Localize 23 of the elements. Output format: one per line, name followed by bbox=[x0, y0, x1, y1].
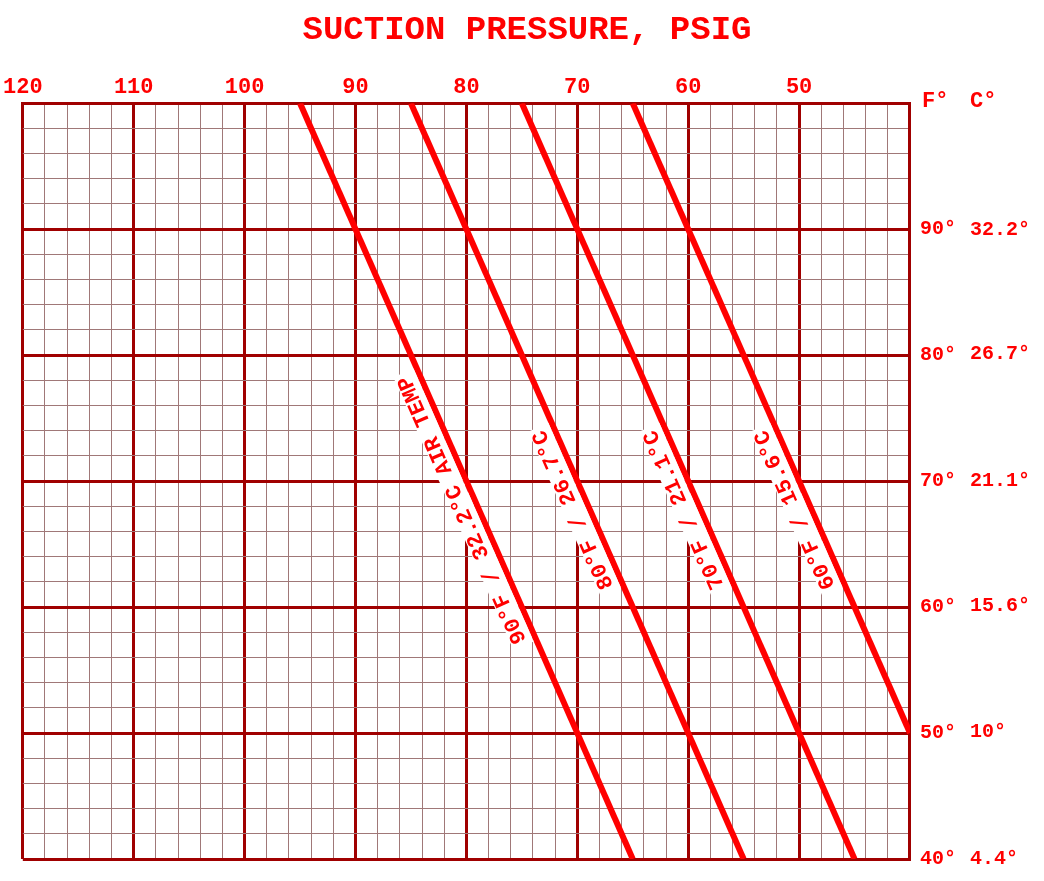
y-tick-label: 90° bbox=[919, 217, 956, 241]
x-tick-label: 80 bbox=[453, 74, 480, 100]
x-tick-label: 50 bbox=[785, 74, 813, 100]
y-axis-title: F° bbox=[921, 88, 949, 114]
y2-tick-label: 10° bbox=[969, 720, 1007, 744]
x-tick-label: 100 bbox=[224, 74, 265, 100]
x-tick-label: 60 bbox=[674, 74, 702, 100]
chart-title: SUCTION PRESSURE, PSIG bbox=[302, 10, 752, 49]
y2-tick-label: 32.2° bbox=[969, 217, 1031, 241]
y2-axis-title: C° bbox=[969, 88, 997, 114]
y2-tick-label: 26.7° bbox=[969, 342, 1031, 366]
x-tick-label: 70 bbox=[564, 74, 591, 100]
x-tick-label: 90 bbox=[342, 74, 369, 100]
x-tick-label: 110 bbox=[113, 74, 154, 100]
y-tick-label: 40° bbox=[919, 847, 956, 871]
y2-tick-label: 21.1° bbox=[969, 469, 1031, 493]
y-tick-label: 80° bbox=[919, 343, 956, 367]
y-tick-label: 70° bbox=[919, 469, 956, 493]
y2-tick-label: 15.6° bbox=[969, 593, 1031, 617]
x-tick-label: 120 bbox=[3, 74, 43, 100]
y-tick-label: 60° bbox=[919, 595, 956, 619]
y2-tick-label: 4.4° bbox=[969, 847, 1019, 871]
y-tick-label: 50° bbox=[919, 721, 956, 745]
